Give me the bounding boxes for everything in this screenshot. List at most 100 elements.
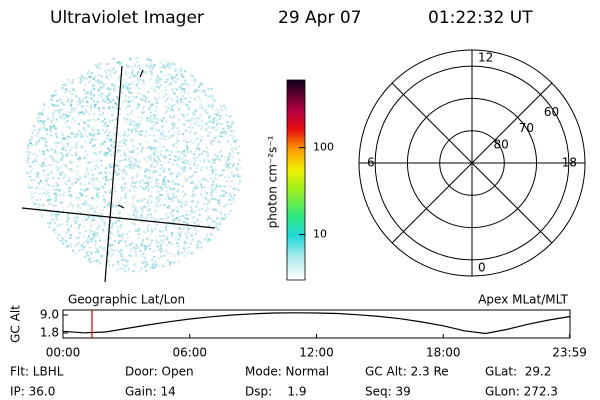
pixel	[140, 149, 143, 152]
pixel	[76, 133, 79, 136]
pixel	[112, 264, 115, 267]
pixel	[180, 113, 183, 116]
pixel	[107, 92, 110, 95]
pixel	[117, 219, 120, 222]
pixel	[31, 144, 34, 147]
pixel	[52, 177, 55, 180]
pixel	[95, 177, 98, 180]
pixel	[135, 252, 138, 255]
pixel	[224, 107, 227, 110]
pixel	[124, 195, 127, 198]
pixel	[97, 74, 100, 77]
polar-ring	[439, 130, 505, 196]
pixel	[171, 88, 174, 91]
pixel	[108, 201, 111, 204]
pixel	[97, 195, 100, 198]
pixel	[195, 88, 198, 91]
pixel	[138, 123, 141, 125]
pixel	[180, 205, 183, 208]
pixel	[92, 145, 95, 147]
pixel	[213, 113, 216, 115]
pixel	[66, 244, 69, 247]
pixel	[125, 82, 128, 85]
pixel	[56, 100, 59, 103]
pixel	[90, 238, 93, 241]
pixel	[148, 146, 150, 149]
pixel	[38, 182, 41, 185]
pixel	[151, 147, 154, 150]
pixel	[172, 134, 175, 137]
pixel	[177, 238, 180, 241]
pixel	[86, 167, 89, 170]
pixel	[103, 122, 106, 125]
pixel	[88, 161, 91, 164]
pixel	[62, 163, 65, 166]
pixel	[114, 133, 117, 136]
pixel	[221, 195, 224, 197]
pixel	[91, 183, 94, 186]
pixel	[37, 206, 40, 209]
timeline-frame	[62, 309, 571, 339]
pixel	[47, 172, 50, 175]
pixel	[93, 107, 96, 110]
pixel	[130, 184, 133, 187]
pixel	[127, 165, 130, 168]
pixel	[110, 144, 113, 147]
pixel	[193, 209, 196, 212]
pixel	[140, 220, 143, 223]
pixel	[85, 96, 88, 99]
pixel	[76, 216, 79, 219]
pixel	[229, 185, 232, 188]
pixel	[184, 180, 187, 183]
pixel	[170, 82, 173, 85]
pixel	[79, 212, 82, 215]
pixel	[80, 183, 83, 186]
pixel	[53, 125, 55, 127]
pixel	[215, 135, 218, 138]
pixel	[87, 119, 90, 122]
pixel	[230, 195, 233, 198]
pixel	[113, 240, 116, 243]
pixel	[107, 148, 110, 151]
pixel	[90, 241, 93, 243]
pixel	[189, 96, 192, 99]
pixel	[134, 216, 137, 219]
pixel	[235, 148, 238, 151]
pixel	[92, 151, 95, 154]
pixel	[39, 179, 42, 182]
pixel	[122, 139, 125, 142]
pixel	[36, 199, 39, 201]
pixel	[186, 148, 189, 151]
pixel	[28, 185, 30, 188]
pixel	[101, 86, 104, 89]
pixel	[161, 125, 164, 128]
pixel	[195, 204, 198, 207]
pixel	[215, 223, 218, 226]
pixel	[182, 133, 184, 135]
pixel	[228, 155, 230, 158]
pixel	[77, 100, 79, 103]
pixel	[92, 237, 94, 240]
pixel	[166, 73, 169, 76]
pixel	[82, 127, 85, 130]
pixel	[99, 262, 102, 265]
pixel	[49, 198, 52, 201]
pixel	[236, 163, 239, 165]
pixel	[89, 75, 92, 78]
pixel	[126, 88, 129, 91]
pixel	[130, 151, 132, 153]
time: 01:22:32 UT	[428, 8, 533, 28]
pixel	[40, 112, 43, 114]
pixel	[76, 210, 79, 213]
pixel	[104, 223, 107, 226]
pixel	[141, 147, 144, 150]
pixel	[129, 189, 131, 192]
pixel	[150, 146, 153, 149]
pixel	[211, 163, 213, 165]
pixel	[195, 167, 198, 170]
pixel	[90, 224, 93, 227]
pixel	[175, 95, 178, 98]
pixel	[136, 124, 139, 127]
pixel	[125, 139, 127, 142]
pixel	[164, 81, 167, 83]
